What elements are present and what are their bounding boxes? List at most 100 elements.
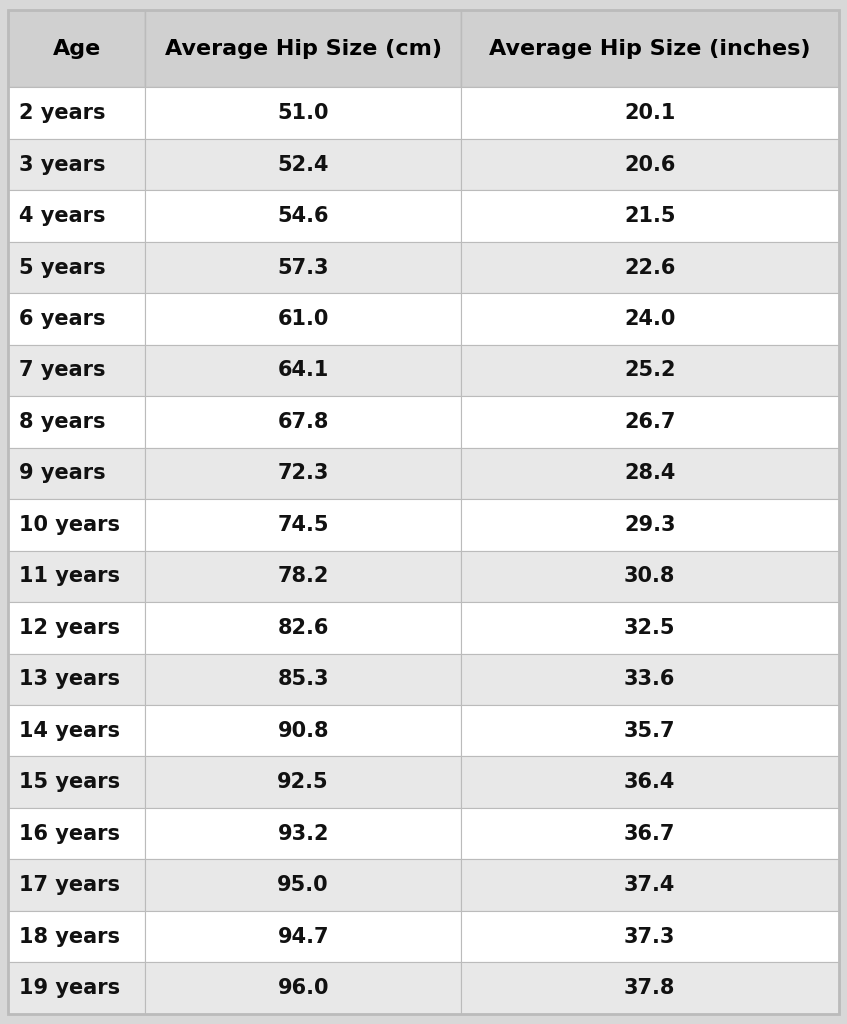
Text: 26.7: 26.7 — [624, 412, 675, 432]
Text: 3 years: 3 years — [19, 155, 105, 175]
Text: 20.6: 20.6 — [624, 155, 675, 175]
Text: 18 years: 18 years — [19, 927, 119, 946]
Text: Average Hip Size (cm): Average Hip Size (cm) — [164, 39, 441, 58]
Bar — [146, 757, 461, 808]
Text: 92.5: 92.5 — [277, 772, 329, 793]
Text: 30.8: 30.8 — [624, 566, 675, 587]
Bar — [461, 499, 839, 551]
Text: Age: Age — [53, 39, 101, 58]
Bar — [461, 757, 839, 808]
Text: 52.4: 52.4 — [277, 155, 329, 175]
Text: 29.3: 29.3 — [624, 515, 675, 535]
Text: 33.6: 33.6 — [624, 670, 675, 689]
Text: 28.4: 28.4 — [624, 464, 675, 483]
Bar — [146, 293, 461, 345]
Bar — [146, 963, 461, 1014]
Text: 37.8: 37.8 — [624, 978, 675, 998]
Bar — [146, 87, 461, 139]
Bar — [8, 757, 146, 808]
Text: Average Hip Size (inches): Average Hip Size (inches) — [489, 39, 811, 58]
Bar — [146, 499, 461, 551]
Bar — [8, 859, 146, 910]
Bar — [461, 87, 839, 139]
Text: 90.8: 90.8 — [277, 721, 329, 740]
Bar — [146, 808, 461, 859]
Text: 10 years: 10 years — [19, 515, 119, 535]
Text: 4 years: 4 years — [19, 206, 105, 226]
Text: 13 years: 13 years — [19, 670, 119, 689]
Text: 96.0: 96.0 — [277, 978, 329, 998]
Text: 36.7: 36.7 — [624, 823, 675, 844]
Bar — [146, 859, 461, 910]
Bar — [461, 190, 839, 242]
Bar — [461, 396, 839, 447]
Text: 85.3: 85.3 — [277, 670, 329, 689]
Bar — [146, 447, 461, 499]
Bar — [8, 345, 146, 396]
Bar — [461, 242, 839, 293]
Text: 35.7: 35.7 — [624, 721, 675, 740]
Bar — [8, 808, 146, 859]
Text: 94.7: 94.7 — [277, 927, 329, 946]
Bar — [146, 396, 461, 447]
Bar — [146, 139, 461, 190]
Text: 17 years: 17 years — [19, 876, 119, 895]
Bar — [8, 10, 146, 87]
Text: 6 years: 6 years — [19, 309, 105, 329]
Text: 15 years: 15 years — [19, 772, 119, 793]
Bar — [461, 910, 839, 963]
Text: 95.0: 95.0 — [277, 876, 329, 895]
Bar — [146, 551, 461, 602]
Text: 24.0: 24.0 — [624, 309, 675, 329]
Text: 25.2: 25.2 — [624, 360, 675, 381]
Bar — [8, 653, 146, 705]
Text: 8 years: 8 years — [19, 412, 105, 432]
Text: 37.3: 37.3 — [624, 927, 675, 946]
Bar — [8, 705, 146, 757]
Bar — [8, 499, 146, 551]
Bar — [461, 808, 839, 859]
Text: 21.5: 21.5 — [624, 206, 675, 226]
Text: 54.6: 54.6 — [277, 206, 329, 226]
Bar — [8, 293, 146, 345]
Text: 51.0: 51.0 — [277, 103, 329, 123]
Bar — [146, 653, 461, 705]
Bar — [146, 910, 461, 963]
Text: 22.6: 22.6 — [624, 258, 675, 278]
Text: 78.2: 78.2 — [278, 566, 329, 587]
Bar — [8, 963, 146, 1014]
Text: 67.8: 67.8 — [278, 412, 329, 432]
Text: 61.0: 61.0 — [278, 309, 329, 329]
Bar — [146, 190, 461, 242]
Text: 2 years: 2 years — [19, 103, 105, 123]
Text: 7 years: 7 years — [19, 360, 105, 381]
Bar — [461, 10, 839, 87]
Text: 36.4: 36.4 — [624, 772, 675, 793]
Bar — [461, 859, 839, 910]
Text: 57.3: 57.3 — [277, 258, 329, 278]
Bar — [146, 242, 461, 293]
Text: 82.6: 82.6 — [278, 617, 329, 638]
Bar — [8, 602, 146, 653]
Bar — [461, 551, 839, 602]
Text: 14 years: 14 years — [19, 721, 119, 740]
Text: 11 years: 11 years — [19, 566, 119, 587]
Text: 32.5: 32.5 — [624, 617, 675, 638]
Bar — [8, 910, 146, 963]
Bar — [461, 345, 839, 396]
Bar — [146, 602, 461, 653]
Bar — [8, 87, 146, 139]
Bar — [8, 242, 146, 293]
Text: 9 years: 9 years — [19, 464, 105, 483]
Text: 16 years: 16 years — [19, 823, 119, 844]
Bar — [146, 705, 461, 757]
Bar — [461, 705, 839, 757]
Text: 5 years: 5 years — [19, 258, 105, 278]
Bar — [8, 447, 146, 499]
Bar — [146, 345, 461, 396]
Text: 72.3: 72.3 — [278, 464, 329, 483]
Bar — [146, 10, 461, 87]
Text: 12 years: 12 years — [19, 617, 119, 638]
Bar — [8, 190, 146, 242]
Text: 74.5: 74.5 — [277, 515, 329, 535]
